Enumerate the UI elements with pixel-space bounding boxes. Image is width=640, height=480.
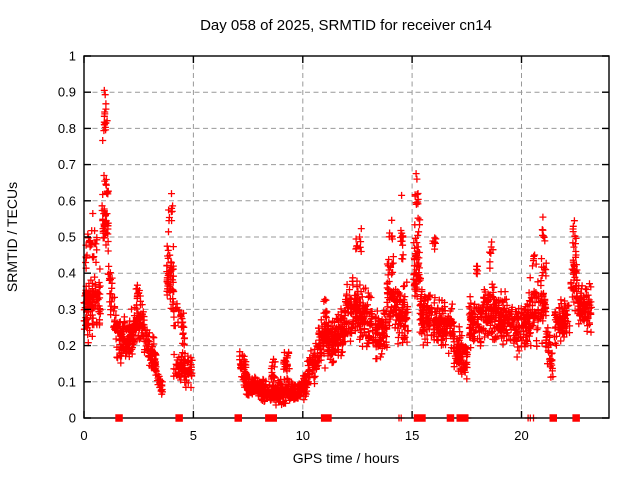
y-tick-label: 0.2 bbox=[58, 338, 76, 353]
y-tick-label: 0.8 bbox=[58, 121, 76, 136]
y-tick-label: 1 bbox=[69, 49, 76, 64]
x-tick-label: 0 bbox=[80, 428, 87, 443]
plus-markers-path bbox=[80, 86, 595, 422]
y-tick-label: 0.7 bbox=[58, 157, 76, 172]
x-tick-labels: 0 5 10 15 20 bbox=[80, 428, 528, 443]
grid-lines bbox=[84, 56, 609, 418]
axis-ticks bbox=[83, 55, 609, 419]
zero-square-markers-path bbox=[115, 414, 580, 422]
y-tick-label: 0.3 bbox=[58, 302, 76, 317]
y-tick-label: 0 bbox=[69, 411, 76, 426]
y-tick-label: 0.5 bbox=[58, 230, 76, 245]
zero-value-square-markers bbox=[115, 414, 580, 422]
y-tick-label: 0.1 bbox=[58, 374, 76, 389]
x-tick-label: 5 bbox=[190, 428, 197, 443]
y-tick-label: 0.9 bbox=[58, 85, 76, 100]
chart-title: Day 058 of 2025, SRMTID for receiver cn1… bbox=[200, 17, 492, 34]
x-tick-label: 15 bbox=[405, 428, 419, 443]
tick-marks-path bbox=[83, 55, 609, 419]
x-tick-label: 20 bbox=[514, 428, 528, 443]
y-axis-label: SRMTID / TECUs bbox=[4, 182, 20, 292]
x-axis-label: GPS time / hours bbox=[293, 450, 400, 466]
y-tick-label: 0.6 bbox=[58, 193, 76, 208]
x-tick-label: 10 bbox=[296, 428, 310, 443]
y-tick-label: 0.4 bbox=[58, 266, 76, 281]
y-tick-labels: 0 0.1 0.2 0.3 0.4 0.5 0.6 0.7 0.8 0.9 1 bbox=[58, 49, 76, 426]
scatter-points bbox=[80, 86, 595, 422]
grid-path bbox=[84, 56, 609, 418]
